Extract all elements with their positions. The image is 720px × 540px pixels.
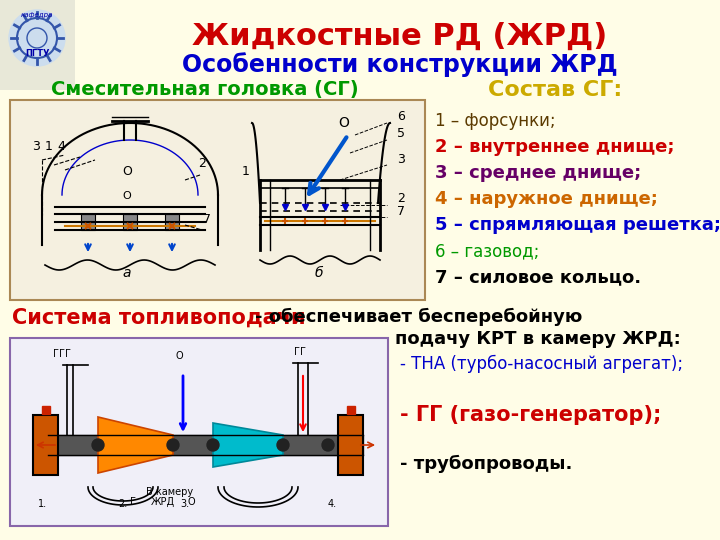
Text: Особенности конструкции ЖРД: Особенности конструкции ЖРД [182,52,618,77]
Bar [0,0,75,90]
Bar [165,222,179,230]
Text: 4: 4 [57,140,65,153]
Text: 5 – спрямляющая решетка;: 5 – спрямляющая решетка; [435,216,720,234]
Text: - ТНА (турбо-насосный агрегат);: - ТНА (турбо-насосный агрегат); [400,355,683,373]
Text: 1.: 1. [38,499,47,509]
Text: 1: 1 [45,140,53,153]
Text: 2: 2 [397,192,405,205]
Polygon shape [213,423,283,467]
Bar [165,214,179,222]
Text: 2 – внутреннее днище;: 2 – внутреннее днище; [435,138,675,156]
Bar [81,214,95,222]
Text: ЖРД: ЖРД [151,497,175,507]
Text: 2.: 2. [118,499,127,509]
Text: Г: Г [65,349,71,359]
Text: О: О [188,497,196,507]
Text: O: O [338,116,349,130]
Text: Г: Г [130,497,136,507]
Circle shape [9,10,65,66]
Text: 1: 1 [242,165,250,178]
Text: 7: 7 [397,205,405,218]
Text: О: О [175,351,183,361]
Text: Смесительная головка (СГ): Смесительная головка (СГ) [51,80,359,99]
Text: 5: 5 [397,127,405,140]
Text: 7: 7 [203,213,211,226]
Text: 3.: 3. [180,499,189,509]
Bar [123,222,137,230]
Text: - ГГ (газо-генератор);: - ГГ (газо-генератор); [400,405,662,425]
Text: - обеспечивает бесперебойную: - обеспечивает бесперебойную [255,308,582,326]
Text: ГГ: ГГ [294,347,306,357]
Bar [33,415,58,475]
Text: подачу КРТ в камеру ЖРД:: подачу КРТ в камеру ЖРД: [395,330,680,348]
Text: 6 – газовод;: 6 – газовод; [435,242,539,260]
Text: O: O [122,165,132,178]
Circle shape [207,439,219,451]
Text: а: а [122,266,130,280]
Text: O: O [122,191,131,201]
Text: 7 – силовое кольцо.: 7 – силовое кольцо. [435,268,641,286]
Text: 3 – среднее днище;: 3 – среднее днище; [435,164,642,182]
Bar [81,222,95,230]
Circle shape [277,439,289,451]
Text: 3: 3 [397,153,405,166]
Text: ПГТУ: ПГТУ [24,49,49,58]
Text: 2: 2 [198,157,206,170]
Polygon shape [98,417,173,473]
Text: В камеру: В камеру [146,487,193,497]
Text: кафедра: кафедра [21,12,53,18]
Text: Состав СГ:: Состав СГ: [488,80,622,100]
Text: Система топливоподачи: Система топливоподачи [12,308,305,328]
Bar [10,100,425,300]
Text: 4 – наружное днище;: 4 – наружное днище; [435,190,658,208]
Circle shape [167,439,179,451]
Text: Жидкостные РД (ЖРД): Жидкостные РД (ЖРД) [192,22,608,51]
Bar [10,338,388,526]
Text: - трубопроводы.: - трубопроводы. [400,455,572,473]
Text: б: б [315,266,323,280]
Circle shape [92,439,104,451]
Text: 1 – форсунки;: 1 – форсунки; [435,112,556,130]
Text: 3: 3 [32,140,40,153]
Bar [338,415,363,475]
Circle shape [322,439,334,451]
Bar [123,214,137,222]
Text: 6: 6 [397,110,405,123]
Text: 4.: 4. [328,499,337,509]
Text: ГГ: ГГ [53,349,65,359]
